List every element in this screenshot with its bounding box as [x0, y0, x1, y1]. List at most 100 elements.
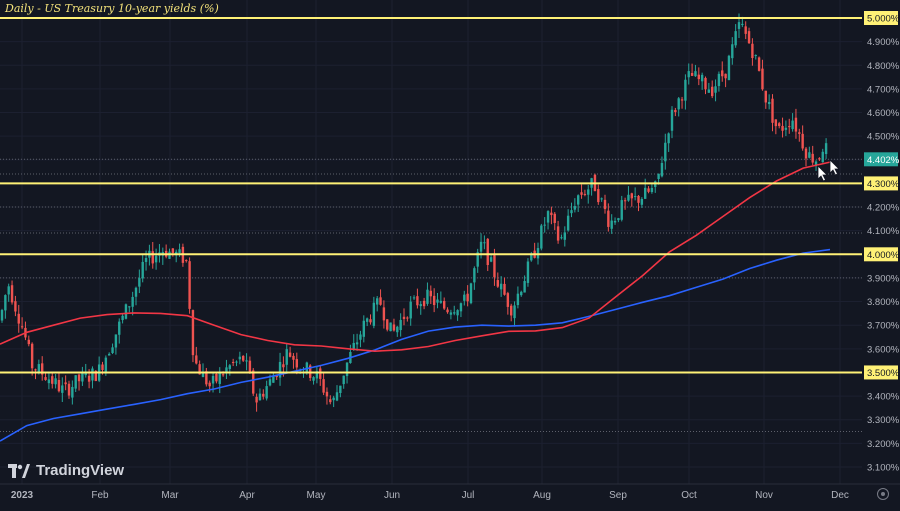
y-tick-label: 4.300% — [867, 179, 900, 190]
candle-body — [788, 126, 791, 128]
candle-body — [536, 248, 540, 259]
candle-body — [821, 151, 824, 163]
candle-body — [734, 31, 737, 46]
candle-body — [429, 290, 432, 297]
candle-body — [379, 297, 382, 305]
candle-body — [84, 372, 87, 376]
candle-body — [798, 132, 801, 134]
candle-body — [188, 261, 191, 309]
candle-body — [416, 296, 419, 306]
candle-body — [667, 133, 670, 144]
candle-body — [215, 373, 218, 382]
y-tick-label: 3.600% — [867, 344, 900, 355]
candle-body — [352, 342, 355, 349]
candle-body — [540, 225, 543, 249]
candle-body — [422, 300, 426, 307]
candle-body — [10, 285, 14, 303]
candle-body — [436, 299, 439, 303]
x-tick-label: 2023 — [11, 490, 34, 501]
candle-body — [335, 392, 339, 401]
candle-body — [242, 355, 245, 361]
candle-body — [191, 310, 195, 356]
candle-body — [664, 142, 667, 162]
candle-body — [463, 294, 466, 301]
y-tick-label: 4.700% — [867, 84, 900, 95]
candle-body — [248, 360, 252, 374]
y-tick-label: 4.900% — [867, 37, 900, 48]
candle-body — [128, 306, 131, 308]
candle-body — [587, 189, 590, 195]
candle-body — [67, 383, 71, 396]
candle-body — [647, 188, 650, 192]
candle-body — [14, 301, 17, 312]
y-tick-label: 3.200% — [867, 439, 900, 450]
candle-body — [399, 319, 402, 331]
candle-body — [87, 375, 91, 382]
candle-body — [278, 361, 282, 378]
candle-body — [550, 212, 553, 216]
candle-body — [389, 322, 392, 332]
x-tick-label: Apr — [239, 490, 255, 501]
candle-body — [275, 375, 278, 378]
candle-body — [516, 293, 520, 306]
candle-body — [54, 378, 57, 385]
candle-body — [714, 86, 717, 93]
candle-body — [315, 371, 319, 379]
candle-body — [108, 353, 111, 356]
candle-body — [620, 200, 623, 220]
settings-icon[interactable] — [877, 488, 889, 500]
candle-body — [717, 73, 721, 87]
candle-body — [747, 31, 751, 44]
candle-body — [114, 334, 118, 348]
y-tick-label: 5.000% — [867, 14, 900, 25]
candle-body — [808, 152, 811, 158]
candle-body — [47, 379, 51, 384]
candle-body — [573, 206, 577, 210]
candle-body — [409, 301, 412, 319]
candle-body — [754, 55, 757, 57]
candle-body — [265, 386, 268, 399]
price-level-tag — [864, 176, 898, 191]
candle-body — [563, 232, 566, 240]
candle-body — [30, 343, 34, 369]
tradingview-logo[interactable]: TradingView — [8, 462, 124, 479]
candle-body — [382, 307, 386, 321]
candle-body — [778, 123, 781, 127]
candle-body — [376, 298, 379, 305]
candle-body — [282, 364, 285, 368]
candle-body — [355, 342, 359, 345]
candle-body — [741, 23, 744, 26]
candle-body — [711, 86, 714, 97]
candle-body — [446, 309, 449, 313]
candle-body — [757, 57, 761, 71]
candle-body — [195, 355, 198, 364]
candle-body — [814, 161, 818, 166]
y-tick-label: 4.800% — [867, 61, 900, 72]
price-level-tag — [864, 247, 898, 262]
y-tick-label: 3.800% — [867, 297, 900, 308]
candle-body — [473, 268, 476, 283]
candle-body — [784, 127, 788, 130]
candle-body — [154, 255, 158, 263]
candle-body — [369, 319, 372, 323]
candle-body — [453, 312, 456, 314]
candle-body — [724, 73, 727, 79]
candle-body — [489, 257, 493, 262]
x-tick-label: Oct — [681, 490, 697, 501]
candle-body — [704, 77, 707, 90]
arrow-cursor-icon — [817, 165, 828, 182]
candle-body — [613, 220, 617, 223]
candle-body — [570, 210, 573, 214]
y-tick-label: 4.100% — [867, 226, 900, 237]
candle-body — [272, 376, 275, 383]
candle-body — [751, 43, 754, 59]
candle-body — [312, 377, 315, 381]
candle-body — [456, 310, 459, 316]
y-tick-label: 3.900% — [867, 273, 900, 284]
candle-body — [483, 242, 486, 244]
candle-body — [560, 237, 563, 239]
candle-body — [372, 302, 376, 326]
candle-body — [432, 295, 436, 306]
